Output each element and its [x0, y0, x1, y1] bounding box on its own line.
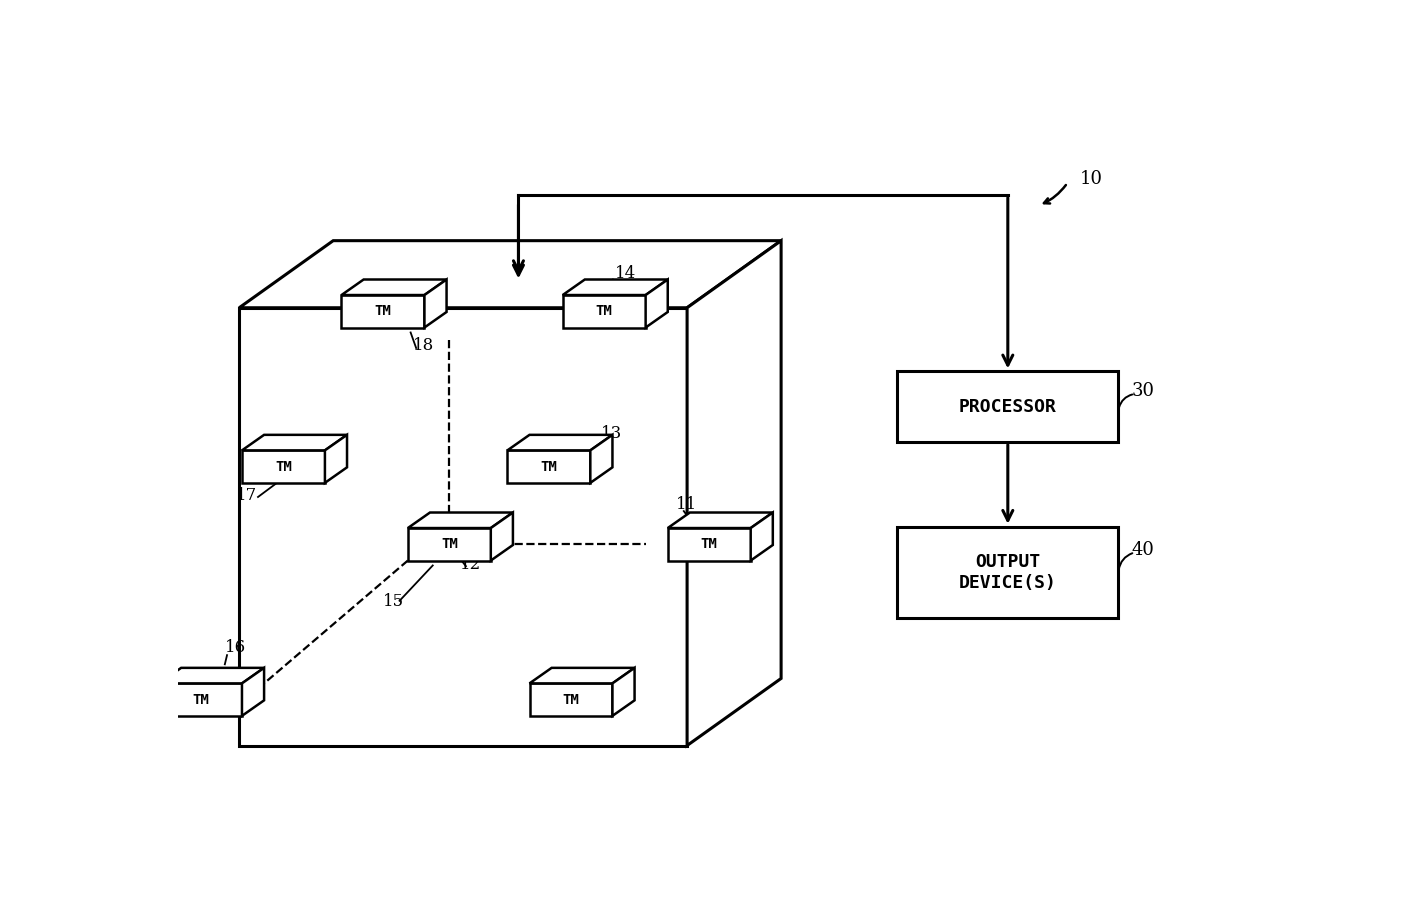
Text: 30: 30	[1132, 382, 1154, 400]
Polygon shape	[424, 280, 447, 327]
Polygon shape	[645, 280, 668, 327]
Text: TM: TM	[541, 459, 557, 473]
Polygon shape	[341, 280, 447, 295]
Polygon shape	[341, 295, 424, 327]
Polygon shape	[688, 240, 781, 746]
FancyBboxPatch shape	[898, 371, 1119, 442]
Polygon shape	[325, 435, 347, 483]
Polygon shape	[529, 683, 612, 716]
Polygon shape	[243, 435, 347, 450]
Text: 14: 14	[615, 265, 636, 282]
Text: TM: TM	[193, 692, 208, 707]
Polygon shape	[408, 528, 491, 560]
Text: PROCESSOR: PROCESSOR	[959, 398, 1057, 415]
Text: 15: 15	[382, 592, 404, 610]
Text: 40: 40	[1132, 541, 1154, 558]
Polygon shape	[243, 450, 325, 483]
Text: 10: 10	[1080, 170, 1103, 188]
Text: OUTPUT
DEVICE(S): OUTPUT DEVICE(S)	[959, 553, 1057, 592]
Polygon shape	[562, 295, 645, 327]
Polygon shape	[243, 668, 264, 716]
Polygon shape	[508, 450, 591, 483]
Text: 16: 16	[225, 639, 245, 657]
Text: 18: 18	[412, 337, 434, 354]
Polygon shape	[240, 240, 781, 308]
Text: 13: 13	[601, 425, 622, 442]
Text: TM: TM	[375, 304, 391, 318]
Polygon shape	[591, 435, 612, 483]
Text: TM: TM	[441, 537, 458, 551]
Polygon shape	[491, 513, 512, 560]
Polygon shape	[612, 668, 635, 716]
Polygon shape	[668, 528, 751, 560]
Text: TM: TM	[275, 459, 291, 473]
Polygon shape	[158, 683, 243, 716]
Polygon shape	[240, 308, 688, 746]
Polygon shape	[668, 513, 773, 528]
Text: TM: TM	[596, 304, 612, 318]
Text: 11: 11	[676, 496, 698, 513]
Polygon shape	[408, 513, 512, 528]
Text: TM: TM	[562, 692, 579, 707]
Text: TM: TM	[701, 537, 718, 551]
Text: 17: 17	[235, 487, 257, 503]
Polygon shape	[508, 435, 612, 450]
Text: 12: 12	[461, 556, 482, 573]
Polygon shape	[751, 513, 773, 560]
Polygon shape	[158, 668, 264, 683]
Polygon shape	[562, 280, 668, 295]
FancyBboxPatch shape	[898, 526, 1119, 618]
Polygon shape	[529, 668, 635, 683]
